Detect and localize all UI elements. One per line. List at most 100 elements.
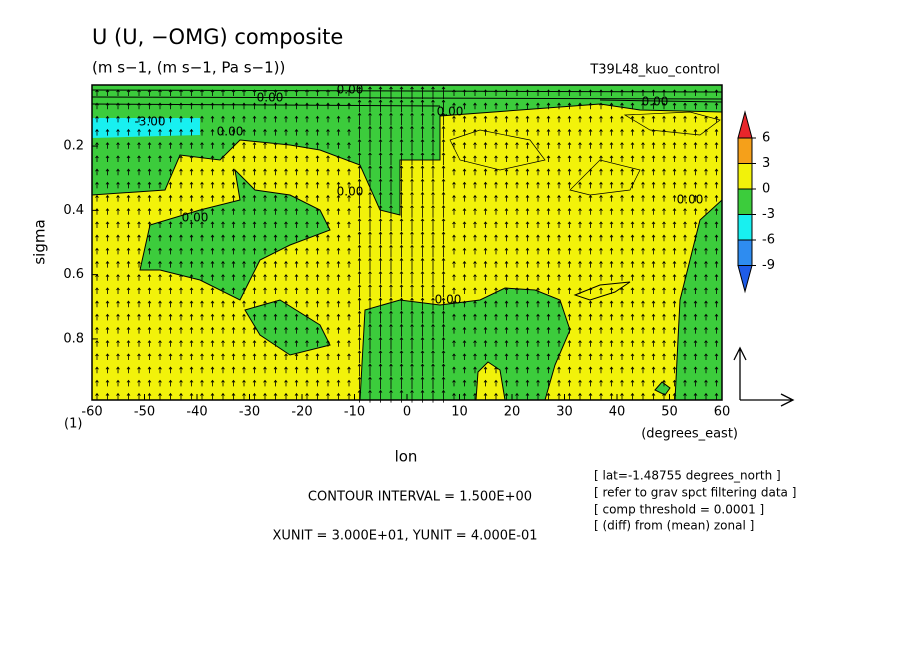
vector-arrow: [399, 165, 404, 179]
vector-arrow: [336, 287, 341, 294]
vector-arrow: [662, 89, 666, 96]
vector-arrow: [641, 366, 645, 374]
vector-arrow: [452, 89, 456, 96]
vector-arrow: [441, 112, 446, 126]
vector-arrow: [315, 194, 320, 202]
vector-arrow: [431, 112, 435, 126]
vector-arrow: [525, 260, 530, 268]
vector-arrow: [515, 89, 519, 96]
contour-label: 0.00: [337, 83, 364, 97]
vector-arrow: [305, 208, 309, 215]
vector-arrow: [357, 231, 362, 245]
vector-arrow: [473, 194, 477, 202]
vector-arrow: [105, 300, 110, 308]
vector-arrow: [662, 287, 666, 294]
x-tick-label: -50: [134, 405, 155, 420]
vector-arrow: [347, 300, 351, 308]
fill-region: [573, 281, 631, 301]
vector-arrow: [672, 128, 677, 136]
vector-arrow: [567, 340, 572, 347]
vector-arrow: [158, 260, 162, 268]
vector-arrow: [252, 260, 257, 268]
vector-arrow: [378, 350, 383, 363]
vector-arrow: [662, 234, 666, 242]
vector-arrow: [399, 152, 404, 165]
vector-arrow: [410, 350, 414, 363]
vector-arrow: [557, 353, 561, 360]
vector-arrow: [567, 115, 572, 123]
y-tick-label: 0.8: [63, 331, 84, 346]
vector-arrow: [599, 142, 603, 149]
vector-arrow: [714, 208, 719, 215]
vector-arrow: [588, 326, 593, 334]
vector-arrow: [630, 115, 635, 123]
vector-arrow: [357, 271, 362, 284]
vector-arrow: [641, 115, 645, 123]
vector-arrow: [683, 392, 687, 400]
vector-arrow: [326, 300, 330, 308]
vector-arrow: [420, 152, 425, 165]
vector-arrow: [231, 247, 236, 255]
vector-arrow: [158, 379, 162, 387]
vector-arrow: [347, 379, 351, 387]
vector-arrow: [147, 181, 152, 189]
vector-arrow: [546, 155, 551, 162]
vector-arrow: [294, 379, 299, 387]
vector-arrow: [693, 89, 698, 96]
vector-arrow: [273, 247, 278, 255]
vector-arrow: [420, 310, 425, 324]
vector-arrow: [609, 247, 614, 255]
vector-arrow: [347, 168, 351, 176]
vector-arrow: [473, 221, 477, 228]
vector-arrow: [672, 300, 677, 308]
vector-arrow: [315, 168, 320, 176]
vector-arrow: [189, 326, 194, 334]
vector-arrow: [630, 208, 635, 215]
vector-arrow: [305, 340, 309, 347]
vector-arrow: [294, 208, 299, 215]
vector-arrow: [378, 165, 383, 179]
vector-arrow: [651, 102, 656, 110]
x-tick-label: 10: [451, 405, 468, 420]
vector-arrow: [410, 310, 414, 324]
vector-arrow: [137, 128, 141, 136]
vector-arrow: [641, 221, 645, 228]
vector-arrow: [189, 208, 194, 215]
vector-arrow: [536, 366, 540, 374]
vector-arrow: [126, 181, 131, 189]
vector-arrow: [158, 155, 162, 162]
vector-arrow: [431, 323, 435, 337]
vector-arrow: [116, 208, 120, 215]
vector-arrow: [557, 102, 561, 110]
vector-arrow: [557, 287, 561, 294]
vector-arrow: [536, 221, 540, 228]
vector-arrow: [662, 326, 666, 334]
vector-arrow: [389, 363, 393, 377]
vector-arrow: [494, 234, 498, 242]
vector-arrow: [252, 115, 257, 123]
vector-arrow: [567, 208, 572, 215]
vector-arrow: [263, 142, 267, 149]
vector-arrow: [693, 208, 698, 215]
vector-arrow: [599, 274, 603, 281]
vector-arrow: [609, 194, 614, 202]
vector-arrow: [662, 379, 666, 387]
vector-arrow: [651, 221, 656, 228]
vector-arrow: [273, 194, 278, 202]
x-tick-label: 20: [504, 405, 521, 420]
vector-arrow: [210, 274, 215, 281]
vector-arrow: [137, 340, 141, 347]
vector-arrow: [126, 313, 131, 321]
vector-arrow: [221, 89, 225, 96]
vector-arrow: [347, 247, 351, 255]
vector-arrow: [336, 168, 341, 176]
vector-arrow: [567, 260, 572, 268]
vector-arrow: [557, 392, 561, 400]
vector-arrow: [494, 274, 498, 281]
vector-arrow: [95, 379, 99, 387]
vector-arrow: [168, 379, 173, 387]
vector-arrow: [231, 89, 236, 96]
vector-arrow: [189, 142, 194, 149]
vector-arrow: [630, 234, 635, 242]
vector-arrow: [326, 128, 330, 136]
